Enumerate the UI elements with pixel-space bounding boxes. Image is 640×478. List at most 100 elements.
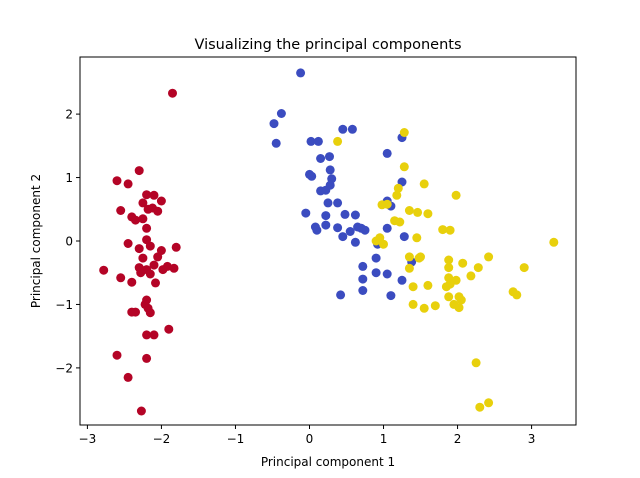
data-point-s0-10 <box>131 215 140 225</box>
data-point-s1-32 <box>345 227 355 236</box>
data-point-s2-26 <box>458 258 468 268</box>
data-point-s2-43 <box>408 299 418 309</box>
y-axis-label: Principal component 2 <box>29 174 43 308</box>
x-tick-label: 2 <box>454 432 462 446</box>
data-point-s1-21 <box>333 198 343 208</box>
data-point-s2-9 <box>404 206 414 215</box>
data-point-s2-6 <box>451 190 461 200</box>
data-point-s0-34 <box>127 277 137 287</box>
x-tick-label: −3 <box>79 432 97 446</box>
data-point-s2-25 <box>444 263 454 273</box>
x-tick-label: 3 <box>528 432 536 446</box>
data-point-s0-35 <box>151 278 160 288</box>
data-point-s2-28 <box>473 263 483 273</box>
data-point-s0-44 <box>149 330 159 340</box>
data-point-s0-2 <box>123 179 133 189</box>
y-tick-label: −1 <box>55 298 73 312</box>
data-point-s1-35 <box>360 225 370 235</box>
data-point-s0-19 <box>142 235 152 245</box>
data-point-s1-43 <box>371 253 381 263</box>
data-point-s0-15 <box>142 223 152 233</box>
x-tick-label: −1 <box>227 432 245 446</box>
data-point-s0-39 <box>145 308 155 318</box>
data-point-s1-6 <box>338 124 348 134</box>
data-point-s0-21 <box>171 242 181 252</box>
data-point-s1-3 <box>271 138 281 148</box>
data-point-s2-29 <box>519 263 529 273</box>
data-point-s1-12 <box>325 165 335 175</box>
data-point-s0-11 <box>138 214 148 224</box>
x-tick-label: 1 <box>380 432 388 446</box>
data-point-s1-4 <box>306 136 316 146</box>
data-point-s1-37 <box>338 232 348 242</box>
data-point-s2-5 <box>392 190 402 200</box>
data-point-s0-42 <box>164 324 174 334</box>
data-point-s0-33 <box>116 273 126 283</box>
data-point-s0-24 <box>99 265 109 275</box>
data-point-s2-3 <box>419 179 429 189</box>
x-tick-label: −2 <box>153 432 171 446</box>
data-point-s1-30 <box>321 220 331 230</box>
data-point-s0-0 <box>168 88 177 98</box>
data-point-s2-4 <box>393 183 403 193</box>
data-point-s2-32 <box>466 271 476 281</box>
data-point-s2-47 <box>454 303 464 313</box>
data-point-s0-27 <box>145 269 155 279</box>
data-point-s1-24 <box>301 208 311 218</box>
data-point-s0-4 <box>138 198 148 208</box>
data-point-s2-13 <box>395 217 405 227</box>
y-tick-label: 1 <box>65 171 73 185</box>
data-point-s1-42 <box>358 261 368 271</box>
data-point-s0-5 <box>142 190 152 200</box>
data-point-s0-14 <box>153 206 163 216</box>
data-point-s1-31 <box>333 223 343 233</box>
data-point-s1-26 <box>340 209 350 219</box>
data-point-s2-30 <box>549 237 559 247</box>
data-point-s0-8 <box>116 206 126 215</box>
x-axis-ticks: −3 −2 −1 0 1 2 3 <box>79 425 536 446</box>
data-point-s2-10 <box>413 207 423 217</box>
data-point-s0-7 <box>156 196 166 206</box>
data-point-s1-41 <box>399 232 409 242</box>
data-point-s1-47 <box>358 274 368 284</box>
data-point-s1-46 <box>371 268 381 278</box>
data-point-s0-17 <box>134 244 144 254</box>
data-point-s1-48 <box>397 275 407 285</box>
data-point-s1-27 <box>350 210 360 220</box>
data-point-s0-47 <box>123 372 133 382</box>
x-axis-label: Principal component 1 <box>261 455 395 469</box>
data-point-s2-22 <box>416 252 425 262</box>
data-point-s0-16 <box>123 239 133 248</box>
data-point-s1-9 <box>382 148 392 158</box>
data-point-s1-25 <box>321 211 331 221</box>
data-point-s1-2 <box>269 119 279 129</box>
data-point-s2-24 <box>444 255 454 265</box>
data-point-s2-35 <box>423 280 433 290</box>
data-point-s2-14 <box>438 225 448 235</box>
data-point-s0-41 <box>127 307 137 317</box>
chart-title: Visualizing the principal components <box>194 37 461 53</box>
data-point-s0-22 <box>153 252 163 262</box>
data-points <box>99 68 559 416</box>
data-point-s2-1 <box>333 136 343 146</box>
data-point-s0-6 <box>149 190 159 200</box>
data-point-s1-1 <box>276 109 286 118</box>
data-point-s1-7 <box>347 124 357 134</box>
data-point-s2-11 <box>423 209 433 219</box>
data-point-s0-28 <box>136 268 146 278</box>
y-tick-label: 2 <box>65 108 73 122</box>
data-point-s1-51 <box>386 291 396 301</box>
data-point-s2-48 <box>471 358 481 368</box>
data-point-s1-11 <box>325 152 334 162</box>
data-point-s2-42 <box>512 290 522 300</box>
data-point-s0-46 <box>142 353 152 363</box>
data-point-s1-50 <box>336 290 346 300</box>
data-point-s2-15 <box>445 225 455 235</box>
data-point-s2-39 <box>456 295 466 305</box>
data-point-s0-32 <box>169 263 179 273</box>
y-tick-label: −2 <box>55 361 73 375</box>
data-point-s0-23 <box>138 253 148 263</box>
data-point-s0-29 <box>149 260 159 270</box>
data-point-s1-29 <box>312 225 322 235</box>
